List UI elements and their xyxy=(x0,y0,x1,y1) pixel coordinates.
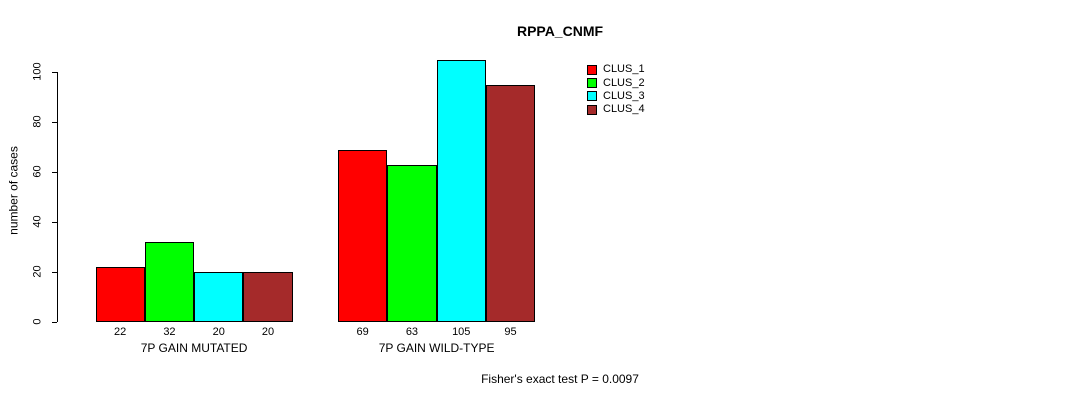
y-tick-mark-20 xyxy=(52,272,57,273)
legend-swatch-clus_3 xyxy=(587,91,597,102)
bar-clus_2-group1 xyxy=(144,242,195,322)
bar-value-clus_3-group2: 105 xyxy=(452,326,471,338)
bar-value-clus_3-group1: 20 xyxy=(212,326,225,338)
bar-clus_3-group2 xyxy=(436,59,486,322)
bar-clus_1-group2 xyxy=(338,149,388,322)
y-tick-mark-0 xyxy=(52,322,57,323)
bar-clus_4-group2 xyxy=(485,84,536,322)
bar-value-clus_4-group1: 20 xyxy=(261,326,275,338)
legend-item-clus_4: CLUS_4 xyxy=(587,103,645,116)
legend-swatch-clus_2 xyxy=(587,78,597,89)
legend-swatch-clus_1 xyxy=(587,64,597,75)
y-tick-mark-40 xyxy=(52,222,57,223)
legend-label-clus_4: CLUS_4 xyxy=(603,103,645,116)
x-category-label-1: 7P GAIN MUTATED xyxy=(140,341,248,355)
bar-value-clus_4-group2: 95 xyxy=(504,326,517,338)
legend-item-clus_2: CLUS_2 xyxy=(587,76,645,89)
bar-value-clus_2-group2: 63 xyxy=(405,326,419,338)
chart-title: RPPA_CNMF xyxy=(516,23,604,39)
legend-swatch-clus_4 xyxy=(587,104,597,115)
bar-value-clus_2-group1: 32 xyxy=(163,326,176,338)
bar-clus_2-group2 xyxy=(387,164,437,322)
legend-label-clus_3: CLUS_3 xyxy=(603,89,645,102)
legend-item-clus_3: CLUS_3 xyxy=(587,90,645,103)
bar-value-clus_1-group2: 69 xyxy=(356,326,369,338)
legend: CLUS_1 CLUS_2 CLUS_3 CLUS_4 xyxy=(587,63,645,117)
y-tick-mark-80 xyxy=(52,122,57,123)
annotation-fisher-test: Fisher's exact test P = 0.0097 xyxy=(481,372,639,386)
legend-label-clus_1: CLUS_1 xyxy=(603,63,645,76)
bar-value-clus_1-group1: 22 xyxy=(114,326,127,338)
legend-item-clus_1: CLUS_1 xyxy=(587,63,645,76)
x-category-label-2: 7P GAIN WILD-TYPE xyxy=(378,341,495,355)
bar-clus_1-group1 xyxy=(95,267,145,322)
bar-clus_4-group1 xyxy=(243,272,293,322)
legend-label-clus_2: CLUS_2 xyxy=(603,76,645,89)
bar-clus_3-group1 xyxy=(194,272,244,322)
y-axis-line xyxy=(57,72,58,322)
y-axis-label: number of cases xyxy=(6,146,21,235)
y-tick-label-100: 100 xyxy=(31,62,44,81)
y-tick-mark-100 xyxy=(52,72,57,73)
y-tick-mark-60 xyxy=(52,172,57,173)
